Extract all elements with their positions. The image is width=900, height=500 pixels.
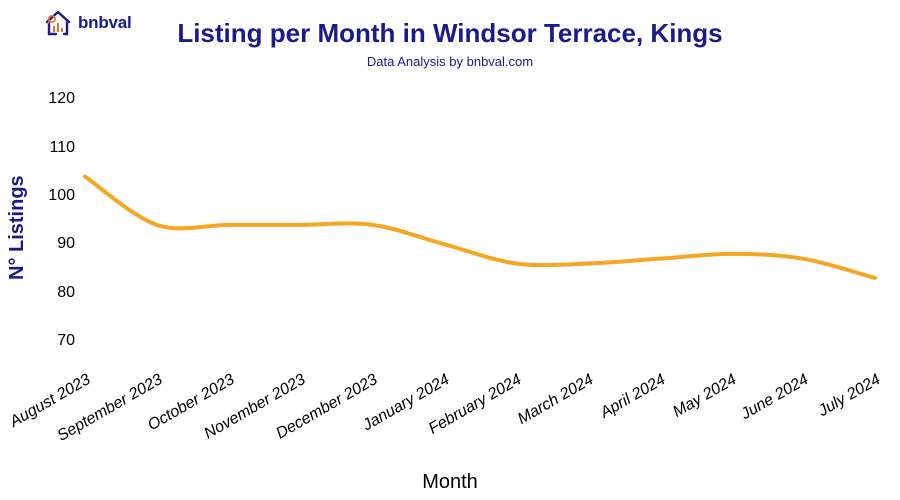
chart-container: bnbval Listing per Month in Windsor Terr… <box>0 0 900 500</box>
x-tick-label: March 2024 <box>515 371 597 429</box>
chart-subtitle: Data Analysis by bnbval.com <box>0 54 900 69</box>
x-tick-label: June 2024 <box>738 371 812 424</box>
y-tick-label: 110 <box>49 139 75 157</box>
line-series <box>85 75 875 365</box>
x-tick-label: July 2024 <box>816 371 884 421</box>
y-tick-label: 70 <box>57 332 75 350</box>
x-axis-label: Month <box>0 471 900 494</box>
y-tick-label: 120 <box>48 90 75 108</box>
y-axis-label: N° Listings <box>6 175 29 280</box>
plot-area: 708090100110120August 2023September 2023… <box>85 75 875 365</box>
x-tick-label: May 2024 <box>671 371 741 422</box>
chart-title: Listing per Month in Windsor Terrace, Ki… <box>0 18 900 49</box>
y-tick-label: 90 <box>57 235 75 253</box>
x-tick-label: April 2024 <box>597 371 668 423</box>
y-tick-label: 100 <box>48 187 75 205</box>
y-tick-label: 80 <box>57 284 75 302</box>
